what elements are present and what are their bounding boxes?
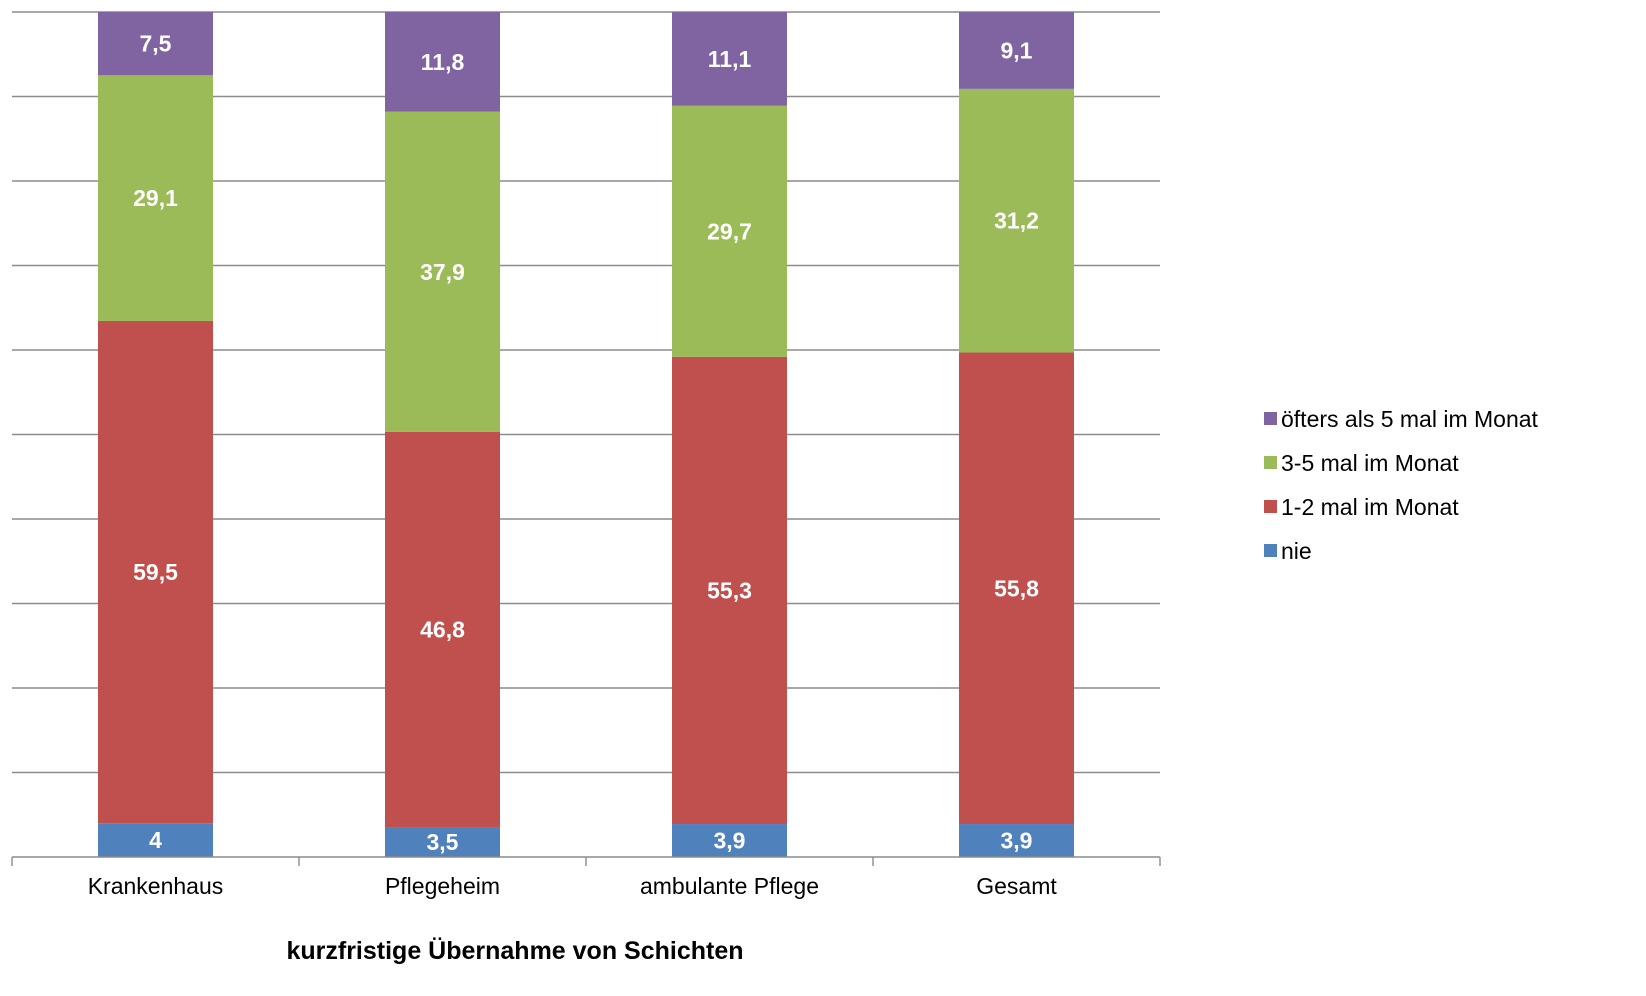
bar-gesamt-fters-als-5-mal-im-monat: [959, 12, 1074, 89]
legend-entry-label: 1-2 mal im Monat: [1281, 494, 1459, 520]
bar-ambulante-pflege-nie: [672, 824, 787, 857]
bar-ambulante-pflege-fters-als-5-mal-im-monat: [672, 12, 787, 106]
data-label: 29,1: [133, 185, 178, 211]
bar-krankenhaus-1-2-mal-im-monat: [98, 320, 213, 824]
data-label: 55,8: [994, 575, 1039, 601]
data-label: 3,9: [714, 828, 746, 854]
data-label: 11,1: [708, 46, 752, 72]
bar-ambulante-pflege-3-5-mal-im-monat: [672, 105, 787, 357]
legend-entry-label: 3-5 mal im Monat: [1281, 450, 1459, 476]
data-label: 29,7: [707, 218, 752, 244]
bar-krankenhaus-3-5-mal-im-monat: [98, 75, 213, 321]
data-label: 31,2: [994, 208, 1039, 234]
data-label: 55,3: [707, 577, 752, 603]
data-label: 59,5: [133, 559, 178, 585]
legend-swatch: [1264, 456, 1277, 469]
legend-swatch: [1264, 412, 1277, 425]
bar-pflegeheim-1-2-mal-im-monat: [385, 431, 500, 828]
x-axis-title: kurzfristige Übernahme von Schichten: [286, 936, 743, 965]
data-label: 46,8: [420, 617, 465, 643]
bars: 4 59,5 29,1 7,5 3,5 46,8 37,9 11,8 3,9 55,3 29,7 11…: [98, 12, 1074, 857]
x-tick-label: ambulante Pflege: [640, 873, 819, 899]
data-label: 4: [149, 827, 162, 853]
legend-swatch: [1264, 544, 1277, 557]
legend-entry-label: öfters als 5 mal im Monat: [1281, 406, 1539, 432]
bar-ambulante-pflege-1-2-mal-im-monat: [672, 356, 787, 825]
bar-krankenhaus-fters-als-5-mal-im-monat: [98, 12, 213, 76]
data-label: 11,8: [421, 49, 465, 75]
data-label: 37,9: [420, 259, 465, 285]
bar-pflegeheim-fters-als-5-mal-im-monat: [385, 12, 500, 112]
data-label: 3,5: [427, 829, 459, 855]
x-tick-label: Gesamt: [976, 873, 1057, 899]
data-label: 9,1: [1001, 37, 1033, 63]
bar-pflegeheim-3-5-mal-im-monat: [385, 111, 500, 432]
bar-gesamt-nie: [959, 824, 1074, 857]
legend: öfters als 5 mal im Monat 3-5 mal im Mona…: [1264, 406, 1539, 564]
legend-swatch: [1264, 500, 1277, 513]
data-label: 7,5: [140, 31, 172, 57]
bar-gesamt-1-2-mal-im-monat: [959, 352, 1074, 825]
x-tick-label: Pflegeheim: [385, 873, 500, 899]
x-axis: Krankenhaus Pflegeheim ambulante Pflege Ges…: [11, 856, 1161, 899]
data-label: 3,9: [1001, 828, 1033, 854]
bar-gesamt-3-5-mal-im-monat: [959, 88, 1074, 353]
legend-entry-label: nie: [1281, 538, 1312, 564]
bar-krankenhaus-nie: [98, 823, 213, 857]
bar-pflegeheim-nie: [385, 827, 500, 857]
x-tick-label: Krankenhaus: [88, 873, 224, 899]
